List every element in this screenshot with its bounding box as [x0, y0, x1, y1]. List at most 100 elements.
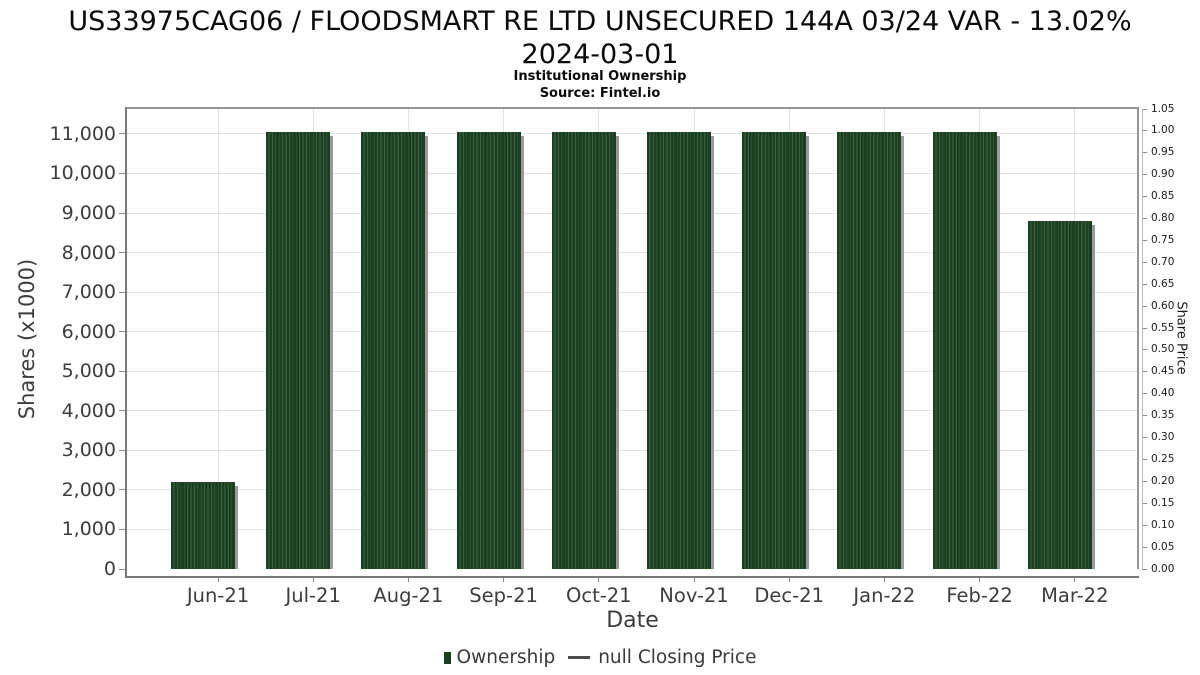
right-axis-tick	[1142, 218, 1147, 220]
right-axis-tick	[1142, 415, 1147, 417]
ownership-bar-Dec-21	[742, 131, 807, 569]
legend: Ownership null Closing Price	[0, 647, 1200, 668]
x-axis-tick-label: Feb-22	[946, 584, 1013, 607]
x-axis-tick-label: Dec-21	[754, 584, 824, 607]
left-axis-tick-label: 4,000	[61, 399, 116, 422]
left-axis-tick	[119, 528, 125, 530]
ownership-bar-shadow	[235, 485, 238, 569]
x-axis-title: Date	[606, 608, 659, 633]
x-axis-tick	[503, 578, 505, 582]
right-axis-tick	[1142, 393, 1147, 395]
right-axis-tick	[1142, 458, 1147, 460]
right-axis-tick-label: 1.05	[1151, 102, 1175, 115]
right-axis-tick-label: 0.00	[1151, 562, 1175, 575]
plot-spine-right	[1137, 107, 1139, 569]
right-axis-tick-label: 0.30	[1151, 431, 1175, 444]
ownership-bar-swatch	[443, 651, 451, 664]
right-axis-tick-label: 1.00	[1151, 124, 1175, 137]
ownership-bar-Nov-21	[647, 131, 711, 569]
legend-label-ownership: Ownership	[456, 647, 556, 668]
right-axis-tick-label: 0.75	[1151, 233, 1175, 246]
right-axis-tick	[1142, 108, 1147, 110]
ownership-bar-Jan-22	[837, 131, 902, 569]
x-axis-tick-label: Oct-21	[566, 584, 632, 607]
ownership-bar-Oct-21	[551, 131, 616, 569]
left-axis-tick	[119, 331, 125, 333]
right-axis-tick	[1142, 174, 1147, 176]
left-axis-tick	[119, 489, 125, 491]
chart-subtitle: Institutional Ownership	[513, 69, 687, 84]
right-axis-tick-label: 0.70	[1151, 255, 1175, 268]
right-axis-tick-label: 0.85	[1151, 190, 1175, 203]
v-gridline	[217, 109, 219, 569]
right-axis-tick	[1142, 546, 1147, 548]
left-axis-tick	[119, 410, 125, 412]
left-axis-tick	[119, 449, 125, 451]
right-axis-tick-label: 0.50	[1151, 343, 1175, 356]
left-axis-tick	[119, 568, 125, 570]
left-axis-tick	[119, 370, 125, 372]
left-axis-tick-label: 1,000	[61, 518, 116, 541]
left-axis-tick-label: 10,000	[49, 162, 116, 185]
right-axis-tick-label: 0.90	[1151, 168, 1175, 181]
left-axis-tick	[119, 252, 125, 254]
left-axis-tick-label: 7,000	[61, 281, 116, 304]
ownership-bar-shadow	[330, 135, 334, 569]
x-axis-tick-label: Nov-21	[659, 584, 729, 607]
right-axis-tick	[1142, 196, 1147, 198]
x-axis-tick	[979, 578, 981, 582]
ownership-bar-Sep-21	[456, 131, 521, 569]
x-axis-spine	[125, 576, 1139, 578]
x-axis-tick	[693, 578, 695, 582]
right-axis-tick-label: 0.35	[1151, 409, 1175, 422]
right-axis-tick-label: 0.80	[1151, 212, 1175, 225]
chart-source: Source: Fintel.io	[539, 86, 661, 101]
h-gridline	[127, 172, 1138, 174]
x-axis-tick-label: Jul-21	[285, 584, 341, 607]
right-axis-tick-label: 0.55	[1151, 321, 1175, 334]
ownership-bar-shadow	[615, 135, 619, 569]
right-axis-tick-label: 0.60	[1151, 299, 1175, 312]
left-axis-tick	[119, 291, 125, 293]
ownership-bar-Mar-22	[1027, 220, 1092, 569]
chart-title-line2: 2024-03-01	[521, 39, 679, 70]
left-axis-tick-label: 2,000	[61, 478, 116, 501]
chart-title-line1: US33975CAG06 / FLOODSMART RE LTD UNSECUR…	[68, 6, 1132, 37]
ownership-bar-shadow	[425, 135, 429, 569]
left-axis-tick-label: 9,000	[61, 202, 116, 225]
right-axis-tick	[1142, 437, 1147, 439]
legend-label-closing-price: null Closing Price	[598, 647, 757, 668]
right-axis-spine	[1142, 109, 1143, 569]
h-gridline	[127, 291, 1138, 293]
right-axis-tick-label: 0.45	[1151, 365, 1175, 378]
x-axis-tick	[788, 578, 790, 582]
x-axis-tick	[883, 578, 885, 582]
right-axis-tick-label: 0.20	[1151, 474, 1175, 487]
chart-title: US33975CAG06 / FLOODSMART RE LTD UNSECUR…	[0, 5, 1200, 71]
x-axis-tick-label: Jun-21	[186, 584, 250, 607]
x-axis-tick-label: Mar-22	[1041, 584, 1109, 607]
right-axis-tick-label: 0.25	[1151, 452, 1175, 465]
right-axis-tick	[1142, 239, 1147, 241]
h-gridline	[127, 331, 1138, 333]
ownership-bar-shadow	[996, 135, 1000, 569]
right-axis-tick	[1142, 327, 1147, 329]
h-gridline	[127, 410, 1138, 412]
left-axis-tick	[119, 133, 125, 135]
right-axis-tick	[1142, 568, 1147, 570]
right-axis-tick	[1142, 305, 1147, 307]
right-axis-tick	[1142, 152, 1147, 154]
right-axis-tick-label: 0.40	[1151, 387, 1175, 400]
ownership-bar-shadow	[711, 135, 714, 569]
plot-spine-top	[125, 107, 1139, 109]
right-axis-tick-label: 0.95	[1151, 146, 1175, 159]
x-axis-tick	[312, 578, 314, 582]
left-axis-tick-label: 11,000	[49, 122, 116, 145]
closing-price-line-swatch	[568, 656, 591, 659]
x-axis-tick-label: Aug-21	[373, 584, 444, 607]
right-axis-tick-label: 0.15	[1151, 496, 1175, 509]
ownership-bar-shadow	[520, 135, 524, 569]
ownership-bar-shadow	[901, 135, 905, 569]
